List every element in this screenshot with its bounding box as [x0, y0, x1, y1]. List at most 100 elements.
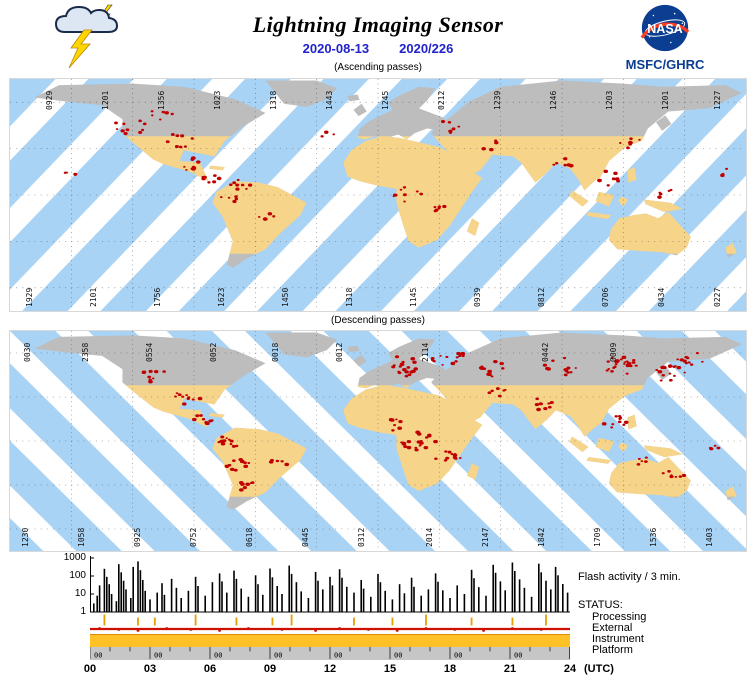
lightning-flash-dot — [434, 457, 438, 460]
lightning-flash-dot — [621, 355, 627, 360]
lightning-flash-dot — [391, 365, 396, 369]
lightning-flash-dot — [601, 422, 607, 426]
lightning-flash-dot — [552, 163, 556, 166]
orbit-pass-time-label: 1536 — [649, 527, 658, 547]
lightning-flash-dot — [623, 420, 629, 424]
orbit-pass-time-label: 2114 — [421, 342, 430, 362]
lightning-flash-dot — [610, 356, 614, 359]
lightning-flash-dot — [454, 360, 458, 363]
lightning-flash-dot — [673, 374, 676, 377]
lightning-flash-dot — [547, 405, 552, 409]
orbit-pass-time-label: 0812 — [537, 287, 546, 307]
lightning-flash-dot — [568, 163, 574, 168]
lightning-flash-dot — [403, 200, 406, 203]
lightning-flash-dot — [247, 461, 251, 465]
lightning-flash-dot — [229, 439, 234, 443]
lightning-flash-dot — [257, 216, 261, 218]
platform-minor-tick-label: 00 — [334, 652, 342, 660]
lightning-flash-dot — [182, 402, 187, 406]
lightning-flash-dot — [613, 171, 618, 176]
lightning-flash-dot — [197, 396, 203, 401]
lightning-flash-dot — [234, 197, 239, 201]
platform-minor-tick-label: 00 — [514, 652, 522, 660]
lightning-flash-dot — [481, 146, 487, 151]
lightning-flash-dot — [243, 464, 249, 469]
lightning-flash-dot — [415, 430, 421, 434]
orbit-pass-time-label: 1356 — [157, 90, 166, 110]
status-row-processing: Processing — [592, 611, 647, 623]
lightning-flash-dot — [245, 187, 248, 190]
lightning-flash-dot — [201, 418, 206, 421]
lightning-flash-dot — [455, 356, 459, 359]
descending-pass-map: 0030 2358 0554 0052 0018 0012 2114 0442 0009 1230… — [9, 330, 747, 552]
lightning-flash-dot — [636, 463, 641, 466]
status-external-marks — [98, 627, 543, 632]
lightning-flash-dot — [496, 387, 500, 391]
orbit-pass-time-label: 1842 — [537, 527, 546, 547]
lightning-flash-dot — [227, 463, 232, 467]
lightning-flash-dot — [657, 370, 661, 372]
lightning-flash-dot — [605, 369, 609, 372]
lightning-flash-dot — [709, 447, 714, 451]
orbit-pass-time-label: 1709 — [593, 527, 602, 547]
lightning-flash-dot — [412, 360, 417, 364]
lightning-flash-dot — [678, 475, 683, 478]
lightning-flash-dot — [202, 175, 207, 179]
lightning-flash-dot — [443, 459, 448, 462]
orbit-pass-time-label: 1318 — [345, 287, 354, 307]
x-tick-label: 21 — [503, 663, 517, 675]
lightning-flash-dot — [687, 361, 691, 364]
orbit-pass-time-label: 1443 — [325, 90, 334, 110]
lightning-flash-dot — [689, 363, 694, 366]
lightning-flash-dot — [427, 434, 432, 438]
orbit-pass-time-label: 0939 — [473, 287, 482, 307]
lightning-flash-dot — [447, 120, 452, 124]
lightning-flash-dot — [555, 162, 559, 165]
page-title: Lightning Imaging Sensor — [252, 12, 504, 37]
lightning-flash-dot — [183, 145, 187, 148]
lightning-flash-dot — [442, 204, 447, 209]
y-tick-label: 1000 — [63, 552, 86, 563]
lightning-flash-dot — [229, 443, 233, 446]
lightning-flash-dot — [234, 444, 239, 448]
lightning-flash-dot — [501, 367, 505, 370]
lightning-flash-dot — [398, 420, 403, 424]
lightning-flash-dot — [418, 444, 422, 447]
lightning-flash-dot — [451, 127, 456, 131]
status-processing-marks — [103, 614, 547, 626]
lightning-flash-dot — [262, 217, 268, 221]
orbit-pass-time-label: 1929 — [25, 287, 34, 307]
status-row-external: External — [592, 622, 633, 634]
lightning-flash-dot — [433, 439, 438, 444]
orbit-pass-time-label: 1245 — [381, 90, 390, 110]
lightning-flash-dot — [114, 121, 118, 125]
lightning-flash-dot — [658, 192, 663, 196]
lightning-flash-dot — [141, 370, 146, 375]
lightning-flash-dot — [190, 158, 195, 162]
day-of-year-value: 2020/226 — [399, 41, 454, 56]
lightning-flash-dot — [617, 420, 622, 424]
flash-dots — [141, 351, 721, 492]
lightning-flash-dot — [148, 380, 153, 384]
lightning-flash-dot — [401, 442, 407, 446]
orbit-pass-time-label: 0312 — [357, 527, 366, 547]
lightning-flash-dot — [606, 184, 610, 187]
x-tick-label: 18 — [443, 663, 457, 675]
lightning-flash-dot — [150, 110, 154, 113]
lightning-flash-dot — [414, 448, 419, 452]
lightning-flash-dot — [212, 180, 217, 184]
lightning-flash-dot — [174, 395, 177, 398]
lightning-flash-dot — [183, 165, 186, 168]
lightning-flash-dot — [668, 365, 672, 368]
lightning-flash-dot — [564, 373, 568, 377]
lightning-flash-dot — [142, 122, 147, 126]
lightning-flash-dot — [407, 373, 412, 377]
lightning-flash-dot — [597, 178, 602, 183]
lightning-flash-dot — [607, 367, 611, 370]
lightning-flash-dot — [542, 363, 548, 367]
lightning-flash-dot — [441, 364, 444, 366]
lightning-flash-dot — [659, 379, 663, 382]
lightning-flash-dot — [389, 418, 395, 422]
orbit-pass-time-label: 2101 — [89, 287, 98, 307]
